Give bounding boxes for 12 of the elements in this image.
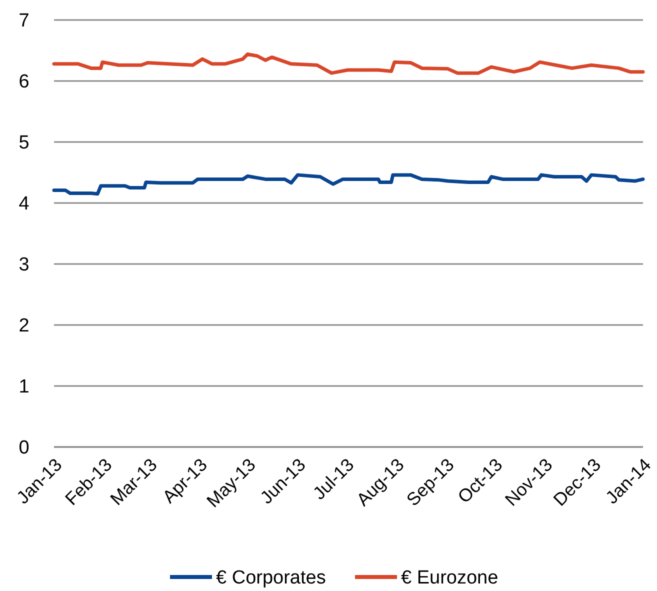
y-tick-label: 2: [18, 316, 30, 337]
line-series: [52, 52, 645, 75]
y-tick-label: 4: [18, 194, 30, 215]
legend-label: € Eurozone: [401, 568, 498, 589]
y-tick-label: 6: [18, 72, 30, 93]
y-tick-label: 1: [18, 376, 30, 398]
y-tick-label: 7: [18, 10, 30, 32]
y-tick-label: 0: [18, 438, 30, 459]
y-tick-label: 3: [18, 254, 30, 276]
y-tick-label: 5: [18, 132, 30, 154]
line-series: [52, 173, 645, 196]
legend-label: € Corporates: [216, 568, 326, 589]
